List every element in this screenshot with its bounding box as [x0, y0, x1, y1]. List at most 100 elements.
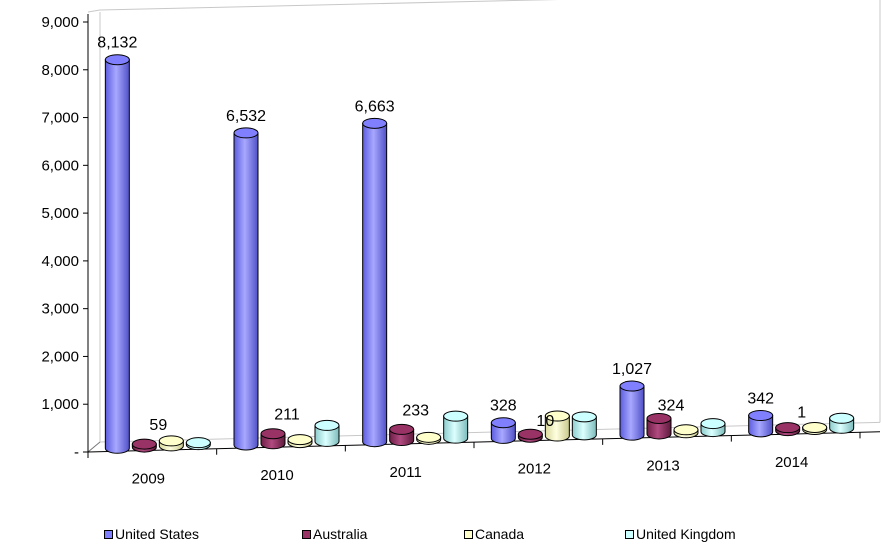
bar-cap: [287, 434, 313, 446]
bars: [104, 54, 855, 454]
bar-cap: [802, 421, 828, 433]
bar-cap: [517, 428, 543, 440]
bar-canada-2014: [802, 421, 828, 435]
legend-item-canada: Canada: [464, 526, 524, 542]
legend-item-united-states: United States: [104, 526, 199, 542]
bar-australia-2013: [646, 412, 672, 440]
bar-body: [619, 385, 645, 441]
y-tick-label: 2,000: [41, 348, 79, 365]
y-tick-label: 4,000: [41, 253, 79, 270]
bar-australia-2009: [131, 438, 157, 453]
chart-canvas: - 1,000 2,000 3,000 4,000 5,000 6,000 7,000 8,00…: [41, 0, 881, 487]
bar-cap: [362, 117, 388, 129]
bar-cap: [571, 411, 597, 423]
data-label: 211: [274, 407, 300, 424]
data-label: 1: [797, 405, 806, 422]
bar-cap: [646, 412, 672, 424]
bar-body: [748, 415, 774, 438]
legend-label: Australia: [313, 526, 368, 542]
data-label: 6,532: [226, 108, 266, 125]
bar-united-kingdom-2013: [700, 418, 726, 438]
back-wall-top: [87, 0, 559, 13]
bar-australia-2014: [775, 422, 801, 437]
bar-body: [646, 417, 672, 440]
y-tick-label: 5,000: [41, 205, 79, 222]
data-labels: 8,132 59 6,532 211 6,663 233 328 10 1,027 324 342 1: [97, 35, 806, 434]
bar-united-kingdom-2010: [314, 419, 340, 447]
legend-item-australia: Australia: [302, 526, 367, 542]
bar-cap: [748, 410, 774, 422]
bar-cap: [158, 435, 184, 447]
x-tick-label: 2014: [775, 454, 808, 471]
bar-cap: [775, 422, 801, 434]
bar-canada-2011: [416, 431, 442, 445]
bar-united-states-2009: [104, 54, 130, 454]
y-tick-label: 8,000: [41, 62, 79, 79]
bar-canada-2013: [673, 424, 699, 439]
data-label: 10: [536, 413, 554, 430]
legend-label: United States: [115, 526, 200, 542]
legend-swatch: [302, 529, 311, 539]
bar-cap: [490, 417, 516, 429]
bar-cap: [443, 410, 469, 422]
x-tick-label: 2009: [132, 470, 165, 487]
bar-cap: [829, 412, 855, 424]
bar-body: [362, 122, 388, 448]
bar-united-kingdom-2014: [829, 412, 855, 434]
bar-cap: [314, 419, 340, 431]
bar-cap: [544, 410, 570, 422]
bar-australia-2011: [389, 423, 415, 447]
y-tick-label: 1,000: [41, 396, 79, 413]
bar-body: [490, 422, 516, 444]
data-label: 324: [658, 397, 685, 414]
bar-united-states-2013: [619, 380, 645, 441]
bar-united-kingdom-2009: [185, 437, 211, 451]
bar-australia-2010: [260, 428, 286, 450]
y-tick-label: 9,000: [41, 14, 79, 31]
bar-cap: [700, 418, 726, 430]
chart-frame: [87, 0, 881, 453]
bar-canada-2010: [287, 434, 313, 449]
bar-canada-2012: [544, 410, 570, 442]
data-label: 6,663: [355, 98, 395, 115]
data-label: 342: [747, 391, 774, 408]
bar-cap: [619, 380, 645, 392]
legend-label: Canada: [475, 526, 525, 542]
bar-united-states-2011: [362, 117, 388, 448]
bar-cap: [233, 127, 259, 139]
bar-cap: [260, 428, 286, 440]
x-tick-label: 2011: [390, 464, 422, 481]
x-tick-label: 2013: [646, 457, 679, 474]
legend-swatch: [625, 529, 634, 539]
bar-australia-2012: [517, 428, 543, 443]
bar-body: [314, 424, 340, 447]
data-label: 233: [402, 402, 429, 419]
bar-body: [233, 132, 259, 451]
floor-edge: [87, 441, 101, 453]
bar-body: [571, 416, 597, 441]
x-axis-line: [87, 431, 881, 453]
legend-item-united-kingdom: United Kingdom: [625, 526, 736, 542]
legend-swatch: [464, 529, 473, 539]
y-axis: - 1,000 2,000 3,000 4,000 5,000 6,000 7,000 8,00…: [41, 14, 89, 461]
bar-body: [443, 415, 469, 444]
x-tick-label: 2012: [518, 461, 551, 478]
bar-cap: [416, 431, 442, 443]
bar-cap: [389, 423, 415, 435]
data-label: 1,027: [612, 361, 652, 378]
bar-canada-2009: [158, 435, 184, 452]
bar-cap: [185, 437, 211, 449]
y-tick-label: -: [74, 444, 79, 461]
bar-body: [544, 415, 570, 442]
bar-united-states-2012: [490, 417, 516, 444]
bar-united-states-2010: [233, 127, 259, 451]
data-label: 8,132: [97, 35, 137, 52]
data-label: 328: [490, 398, 517, 415]
bar-united-kingdom-2012: [571, 411, 597, 441]
x-tick-label: 2010: [260, 467, 293, 484]
legend-swatch: [104, 529, 113, 539]
y-tick-label: 3,000: [41, 301, 79, 318]
y-tick-label: 6,000: [41, 157, 79, 174]
bar-cap: [104, 54, 130, 66]
bar-united-states-2014: [748, 410, 774, 438]
